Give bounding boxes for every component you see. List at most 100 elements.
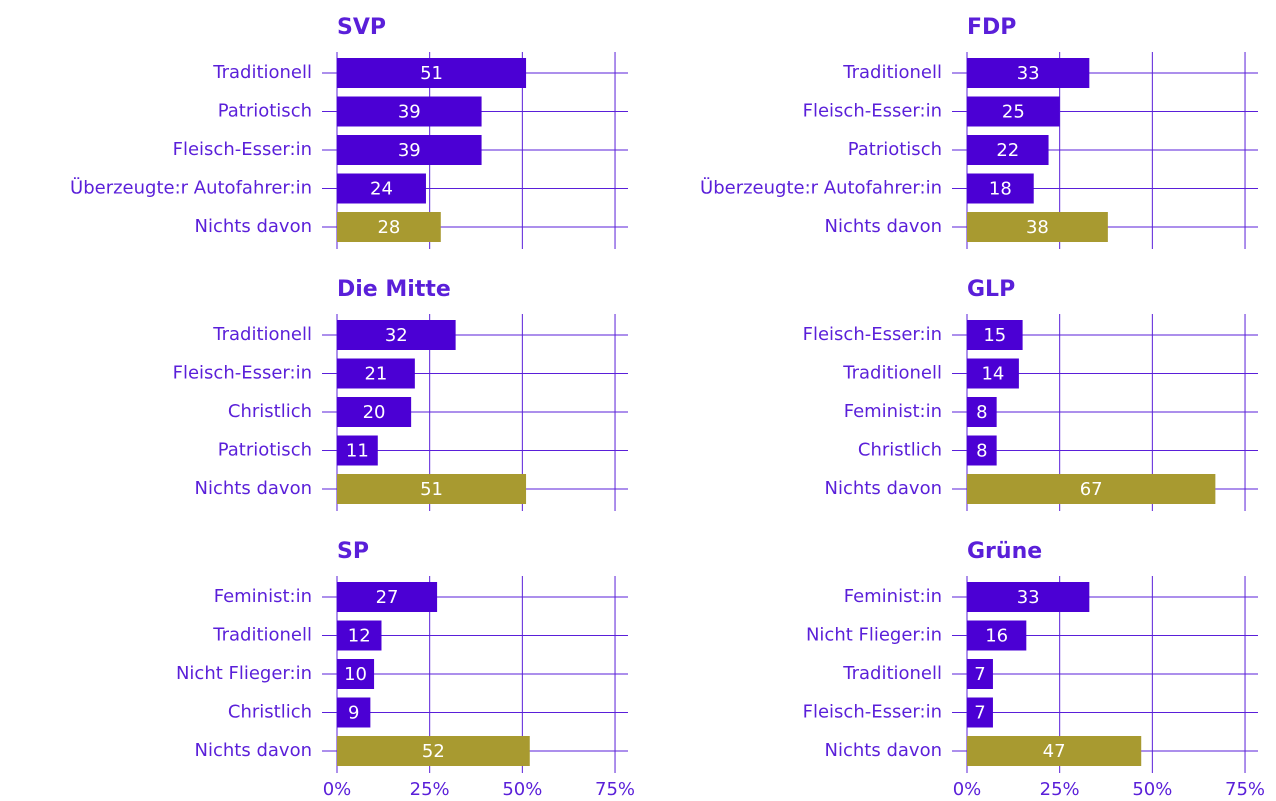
category-label: Fleisch-Esser:in — [173, 363, 312, 384]
bar — [967, 435, 997, 466]
value-label: 27 — [376, 587, 399, 608]
value-label: 32 — [385, 325, 408, 346]
category-label: Nicht Flieger:in — [806, 625, 942, 646]
bar — [967, 135, 1049, 165]
bar — [967, 358, 1019, 389]
bar — [967, 620, 1027, 651]
x-tick-label: 75% — [1225, 779, 1265, 800]
value-label: 14 — [981, 364, 1004, 385]
bar — [337, 697, 371, 728]
value-label: 33 — [1017, 587, 1040, 608]
category-label: Patriotisch — [848, 139, 942, 160]
bar — [967, 397, 997, 427]
category-label: Fleisch-Esser:in — [803, 101, 942, 122]
value-label: 11 — [346, 441, 369, 462]
x-tick-label: 25% — [1040, 779, 1080, 800]
category-label: Christlich — [228, 702, 312, 723]
value-label: 10 — [344, 664, 367, 685]
x-tick-label: 50% — [502, 779, 542, 800]
bar — [337, 582, 438, 612]
value-label: 21 — [364, 364, 387, 385]
x-tick-label: 0% — [953, 779, 982, 800]
category-label: Überzeugte:r Autofahrer:in — [700, 177, 942, 199]
bar — [967, 212, 1108, 242]
value-label: 8 — [976, 441, 987, 462]
category-label: Traditionell — [212, 62, 312, 83]
value-label: 12 — [348, 626, 371, 647]
bar — [967, 582, 1090, 612]
category-label: Fleisch-Esser:in — [803, 324, 942, 345]
value-label: 22 — [996, 140, 1019, 161]
value-label: 33 — [1017, 63, 1040, 84]
category-label: Traditionell — [842, 363, 942, 384]
bar — [967, 474, 1216, 504]
bar — [337, 474, 527, 504]
category-label: Traditionell — [842, 62, 942, 83]
bar — [337, 397, 412, 427]
chart-title: Grüne — [967, 539, 1042, 564]
category-label: Nichts davon — [195, 216, 312, 237]
chart-title: SVP — [337, 15, 386, 40]
bar — [337, 358, 415, 389]
category-label: Traditionell — [212, 625, 312, 646]
category-label: Feminist:in — [844, 401, 942, 422]
category-label: Nichts davon — [825, 740, 942, 761]
value-label: 18 — [989, 179, 1012, 200]
bar — [967, 173, 1034, 204]
category-label: Christlich — [858, 440, 942, 461]
bar — [337, 620, 382, 651]
category-label: Feminist:in — [214, 586, 312, 607]
category-label: Traditionell — [212, 324, 312, 345]
bar — [337, 659, 375, 689]
value-label: 16 — [985, 626, 1008, 647]
bar — [967, 58, 1090, 88]
x-tick-label: 50% — [1132, 779, 1172, 800]
value-label: 38 — [1026, 217, 1049, 238]
category-label: Traditionell — [842, 663, 942, 684]
value-label: 67 — [1080, 479, 1103, 500]
bar — [337, 736, 530, 766]
chart-title: Die Mitte — [337, 277, 451, 302]
category-label: Fleisch-Esser:in — [803, 702, 942, 723]
value-label: 28 — [377, 217, 400, 238]
x-tick-label: 0% — [323, 779, 352, 800]
value-label: 39 — [398, 102, 421, 123]
bar — [337, 173, 426, 204]
category-label: Patriotisch — [218, 440, 312, 461]
value-label: 47 — [1043, 741, 1066, 762]
bar — [967, 736, 1142, 766]
category-label: Nichts davon — [825, 216, 942, 237]
bar — [337, 96, 482, 127]
value-label: 39 — [398, 140, 421, 161]
bar — [337, 435, 378, 466]
category-label: Nichts davon — [195, 478, 312, 499]
category-label: Feminist:in — [844, 586, 942, 607]
category-label: Nicht Flieger:in — [176, 663, 312, 684]
bar — [337, 58, 527, 88]
category-label: Nichts davon — [195, 740, 312, 761]
value-label: 24 — [370, 179, 393, 200]
category-label: Überzeugte:r Autofahrer:in — [70, 177, 312, 199]
bar — [967, 96, 1060, 127]
value-label: 15 — [983, 325, 1006, 346]
value-label: 51 — [420, 63, 443, 84]
category-label: Christlich — [228, 401, 312, 422]
bar — [337, 320, 456, 350]
value-label: 7 — [974, 664, 985, 685]
x-tick-label: 25% — [410, 779, 450, 800]
x-tick-label: 75% — [595, 779, 635, 800]
value-label: 8 — [976, 402, 987, 423]
bar — [337, 212, 441, 242]
category-label: Fleisch-Esser:in — [173, 139, 312, 160]
chart-title: FDP — [967, 15, 1016, 40]
value-label: 51 — [420, 479, 443, 500]
category-label: Patriotisch — [218, 101, 312, 122]
value-label: 52 — [422, 741, 445, 762]
value-label: 9 — [348, 703, 359, 724]
bar — [337, 135, 482, 165]
bar — [967, 320, 1023, 350]
value-label: 25 — [1002, 102, 1025, 123]
chart-title: SP — [337, 539, 369, 564]
bar — [967, 659, 993, 689]
